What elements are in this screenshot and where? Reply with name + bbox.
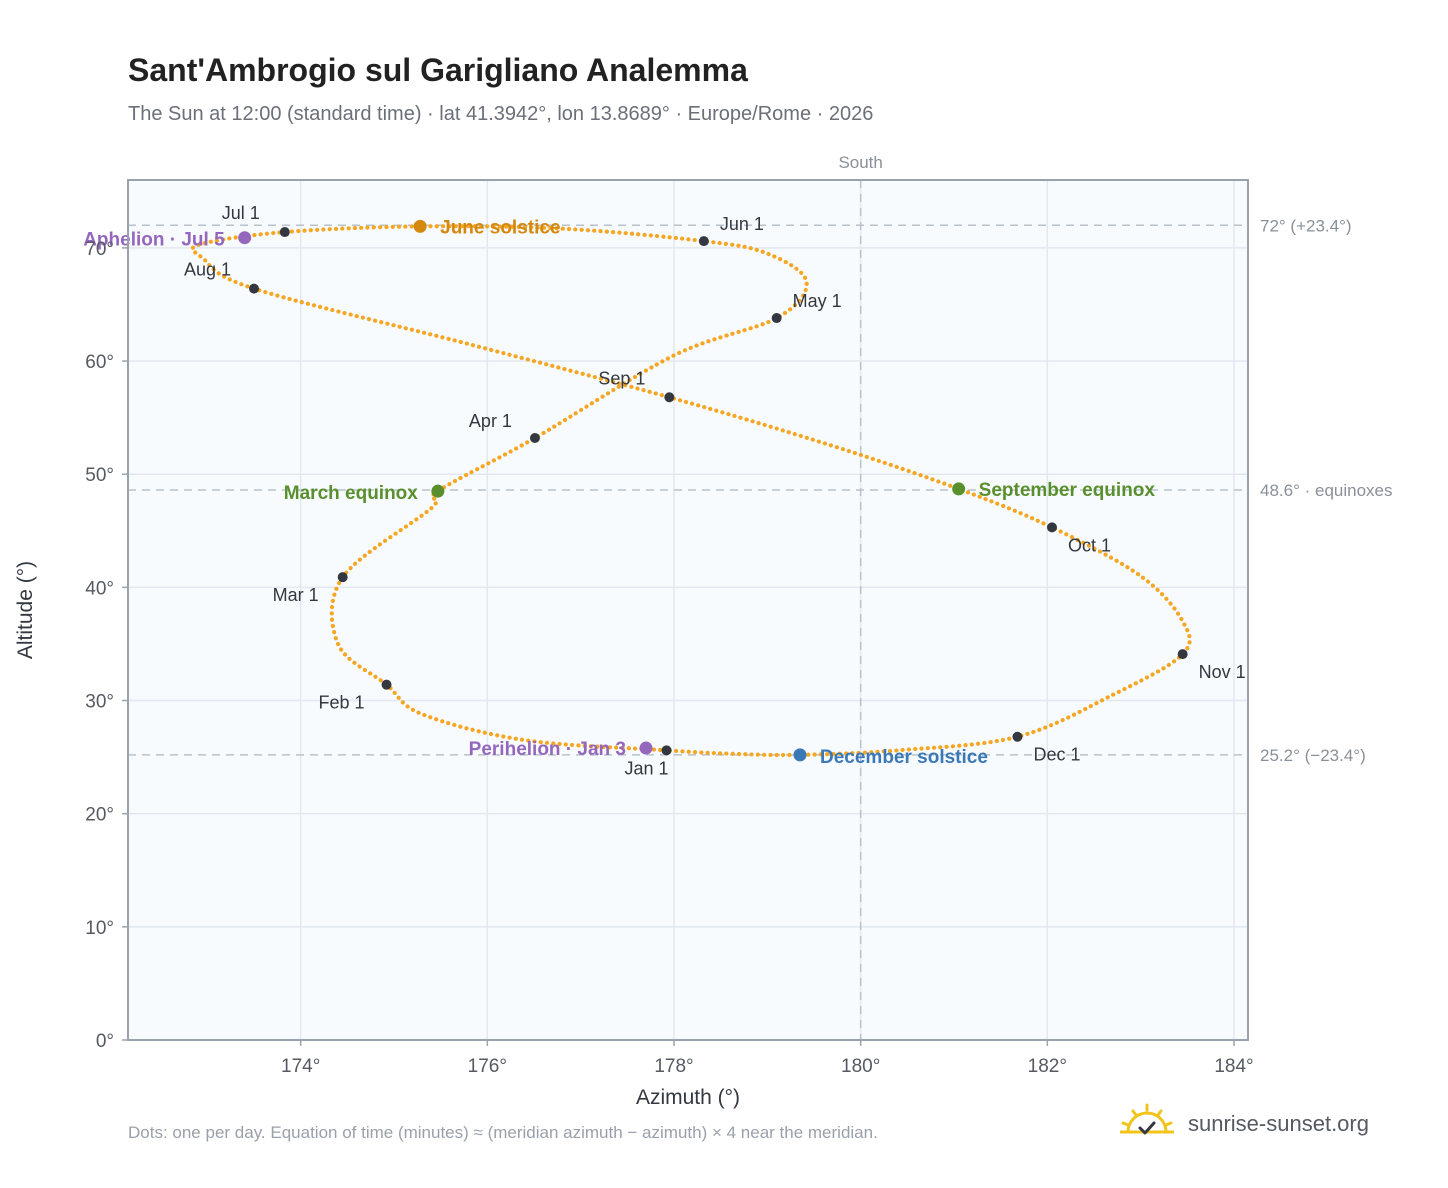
y-tick-label: 0° [96,1031,114,1052]
month-marker-dot [698,236,709,247]
special-point-label: March equinox [284,483,419,504]
month-marker-dot [1012,731,1023,742]
reference-lines: 72° (+23.4°) 48.6° · equinoxes 25.2° (−23.… [128,153,1393,1040]
special-point-dot [238,231,252,245]
y-tick-label: 20° [85,805,114,826]
special-point-dot [413,219,427,233]
special-point-dot [793,748,807,762]
month-marker-label: Jul 1 [222,203,260,223]
y-tick-label: 50° [85,465,114,486]
brand[interactable]: sunrise-sunset.org [1119,1102,1369,1147]
y-axis-label: Altitude (°) [14,561,37,659]
month-marker-dot [337,572,348,583]
month-marker-label: Oct 1 [1068,535,1111,555]
plot-frame [127,179,1249,1041]
month-marker-label: Jun 1 [720,214,764,234]
month-marker-dot [381,679,392,690]
y-tick-label: 30° [85,692,114,713]
month-marker-dot [1177,649,1188,660]
y-tick-label: 70° [85,239,114,260]
x-tick-label: 174° [281,1056,320,1077]
month-markers: Jan 1 Feb 1 Mar 1 Apr 1 May 1 Jun 1 Jul 1 Aug 1… [184,203,1246,778]
month-marker-dot [1047,522,1057,533]
special-points: June solstice December solstice March equi… [83,217,1155,767]
x-tick-label: 178° [654,1056,693,1077]
month-marker-dot [771,313,782,324]
month-marker-label: Apr 1 [469,411,512,431]
sun-check-icon [1119,1102,1175,1147]
chart-footnote: Dots: one per day. Equation of time (min… [128,1123,878,1142]
special-point-label: Perihelion · Jan 3 [469,739,626,760]
analemma-path [190,224,1192,758]
month-marker-label: Dec 1 [1033,745,1080,765]
plot-area [128,180,1248,1040]
y-tick-label: 60° [85,352,114,373]
special-point-label: December solstice [820,747,988,768]
month-marker-label: Mar 1 [273,585,319,605]
month-marker-label: Jan 1 [625,758,669,778]
special-point-dot [952,482,966,496]
x-tick-label: 182° [1028,1056,1067,1077]
month-marker-dot [661,745,672,756]
special-point-label: September equinox [979,480,1156,501]
month-marker-dot [279,227,290,238]
month-marker-dot [249,283,259,294]
special-point-dot [639,741,653,755]
meridian-label: South [838,153,882,172]
special-point-dot [431,484,445,498]
brand-name: sunrise-sunset.org [1188,1111,1369,1136]
special-point-label: Aphelion · Jul 5 [83,230,225,251]
axes: 174° 176° 178° 180° 182° 184° 0° 10° 20° 30° 40° 50… [14,179,1254,1109]
month-marker-label: May 1 [793,291,842,311]
month-marker-dot [664,392,675,403]
analemma-curve [190,224,1192,758]
x-tick-label: 176° [468,1056,507,1077]
reference-line-label: 72° (+23.4°) [1260,216,1352,235]
y-tick-label: 10° [85,918,114,939]
chart-title: Sant'Ambrogio sul Garigliano Analemma [128,52,748,88]
chart-subtitle: The Sun at 12:00 (standard time) · lat 4… [128,103,874,125]
month-marker-label: Sep 1 [598,368,645,388]
special-point-label: June solstice [440,217,560,238]
month-marker-label: Feb 1 [319,693,365,713]
x-axis-label: Azimuth (°) [636,1086,740,1109]
x-tick-label: 184° [1214,1056,1253,1077]
month-marker-label: Aug 1 [184,260,231,280]
reference-line-label: 25.2° (−23.4°) [1260,746,1366,765]
reference-line-label: 48.6° · equinoxes [1260,481,1393,500]
y-tick-label: 40° [85,578,114,599]
x-tick-label: 180° [841,1056,880,1077]
month-marker-dot [529,433,540,443]
month-marker-label: Nov 1 [1199,662,1246,682]
